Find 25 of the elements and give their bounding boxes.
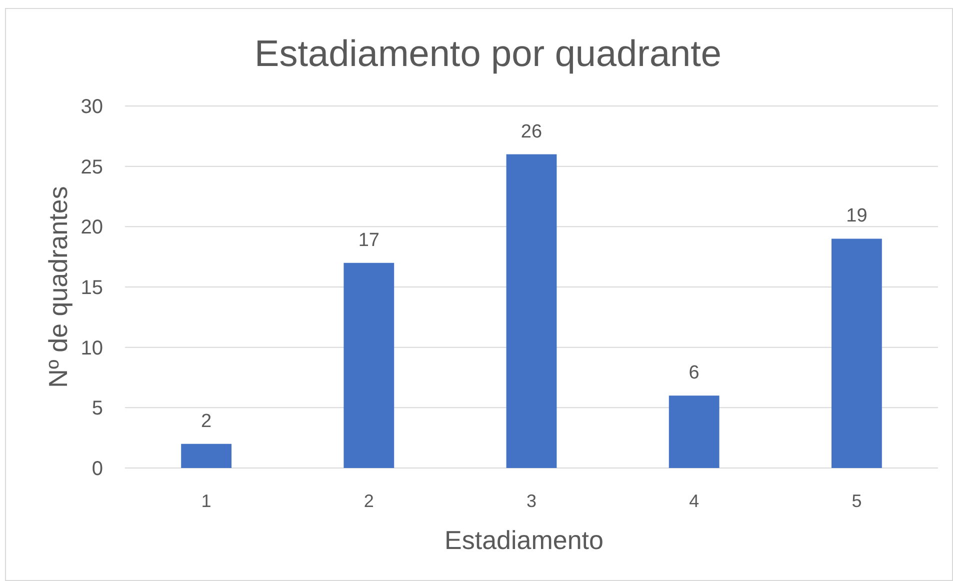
bar: [831, 238, 882, 468]
y-tick-label: 20: [80, 216, 103, 239]
data-label: 26: [520, 121, 542, 142]
y-tick-label: 5: [92, 398, 103, 420]
x-axis-title: Estadiamento: [444, 525, 604, 555]
bar: [668, 396, 720, 468]
chart-title: Estadiamento por quadrante: [254, 33, 722, 74]
x-tick-label: 2: [364, 491, 374, 511]
data-label: 17: [358, 230, 380, 251]
data-label: 19: [846, 206, 868, 227]
y-tick-label: 25: [80, 156, 103, 178]
y-axis-title: Nº de quadrantes: [43, 186, 73, 388]
x-tick-label: 4: [689, 491, 700, 511]
bar: [344, 262, 394, 468]
y-tick-label: 15: [80, 277, 103, 299]
y-tick-label: 10: [80, 337, 103, 360]
data-label: 6: [688, 362, 700, 384]
data-label: 2: [201, 410, 212, 432]
bar: [506, 154, 557, 468]
y-tick-label: 30: [80, 96, 103, 118]
y-tick-label: 0: [92, 458, 103, 480]
bar: [181, 444, 232, 468]
x-tick-label: 1: [201, 491, 212, 511]
x-tick-label: 5: [852, 491, 862, 511]
x-tick-label: 3: [526, 491, 537, 511]
